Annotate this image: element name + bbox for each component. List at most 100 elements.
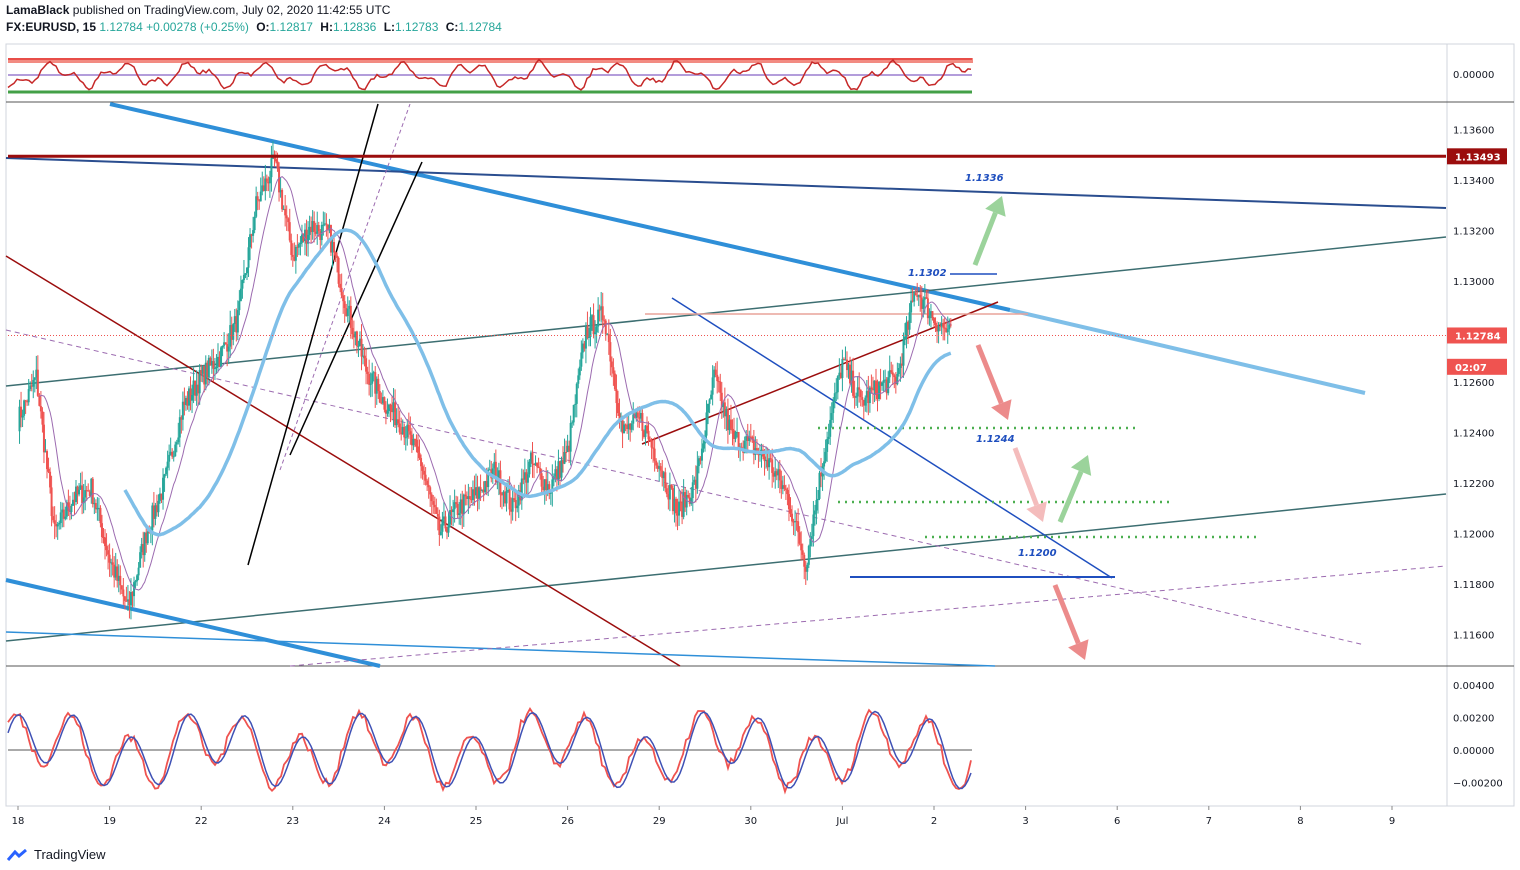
low-value: 1.12783: [395, 20, 439, 34]
candle-body: [671, 488, 674, 512]
candle-body: [36, 369, 39, 396]
candle-body: [531, 452, 534, 464]
candle-body: [178, 417, 181, 438]
candle-body: [910, 300, 913, 313]
candle-body: [220, 347, 223, 367]
candle-body: [879, 381, 882, 386]
candle-body: [192, 380, 195, 395]
candle-body: [928, 315, 931, 319]
candle-body: [667, 494, 670, 500]
candle-body: [673, 498, 676, 512]
candle-body: [940, 323, 943, 327]
candle-body: [794, 521, 797, 523]
candle-body: [181, 401, 184, 420]
candle-body: [64, 516, 67, 519]
candle-body: [534, 462, 537, 466]
candle-body: [377, 378, 380, 392]
bottom-osc-tick-label: 0.00400: [1453, 681, 1494, 692]
candle-body: [93, 502, 96, 505]
candle-body: [426, 480, 429, 485]
candle-body: [665, 488, 668, 495]
candle-body: [565, 451, 568, 453]
candle-body: [833, 393, 836, 402]
candle-body: [684, 492, 687, 508]
candle-body: [621, 419, 624, 434]
candle-body: [200, 370, 203, 374]
level-annotation: 1.1336: [965, 173, 1004, 184]
candle-body: [346, 308, 349, 317]
price-marker-label: 1.13493: [1455, 152, 1501, 163]
candle-body: [523, 472, 526, 480]
candle-body: [242, 274, 245, 281]
candle-body: [249, 234, 252, 248]
candle-body: [946, 329, 949, 333]
candle-body: [203, 365, 206, 385]
candle-body: [224, 342, 227, 345]
candle-body: [661, 470, 664, 479]
candle-body: [113, 564, 116, 578]
candle-body: [104, 537, 107, 547]
candle-body: [288, 222, 291, 241]
candle-body: [174, 444, 177, 457]
candle-body: [197, 384, 200, 394]
candle-body: [948, 324, 951, 330]
candle-body: [511, 498, 514, 512]
time-tick-label: 30: [744, 816, 757, 827]
candle-body: [597, 309, 600, 327]
candle-body: [781, 485, 784, 489]
candle-body: [162, 477, 165, 500]
candle-body: [427, 484, 430, 488]
candle-body: [204, 362, 207, 385]
candle-body: [925, 297, 928, 299]
candle-body: [107, 550, 110, 555]
candle-body: [471, 489, 474, 501]
candle-body: [430, 494, 433, 502]
candle-body: [195, 384, 198, 396]
close-label: C:: [445, 20, 459, 34]
candle-body: [659, 466, 662, 471]
candle-body: [342, 295, 345, 302]
candle-body: [365, 358, 368, 372]
dashed-rising: [289, 565, 1447, 667]
candle-body: [607, 334, 610, 343]
candle-body: [355, 331, 358, 347]
candle-body: [476, 487, 479, 499]
candle-body: [78, 489, 81, 495]
candle-body: [50, 487, 53, 517]
candle-body: [246, 267, 248, 274]
candle-body: [387, 404, 390, 412]
candle-body: [713, 369, 716, 378]
candle-body: [468, 496, 471, 500]
candle-body: [21, 415, 24, 418]
candle-body: [592, 315, 595, 335]
price-tick-label: 1.11600: [1453, 631, 1494, 642]
candle-body: [175, 442, 178, 445]
time-tick-label: 6: [1114, 816, 1120, 827]
candle-body: [275, 159, 278, 162]
candle-body: [566, 445, 569, 453]
level-annotation: 1.1244: [976, 434, 1015, 445]
candle-body: [867, 390, 870, 404]
candle-body: [676, 513, 679, 516]
candle-body: [49, 471, 52, 488]
candle-body: [520, 478, 523, 501]
candle-body: [804, 566, 807, 572]
candle-body: [264, 178, 267, 191]
candle-body: [700, 448, 703, 461]
candle-body: [609, 342, 612, 362]
time-tick-label: 24: [378, 816, 391, 827]
high-value: 1.12836: [332, 20, 377, 34]
candle-body: [184, 397, 187, 405]
candle-body: [542, 486, 545, 491]
candle-body: [328, 224, 331, 231]
candle-body: [105, 546, 108, 551]
candle-body: [39, 405, 42, 412]
candle-body: [44, 451, 47, 453]
candle-body: [81, 485, 84, 504]
candle-body: [455, 502, 458, 504]
candle-body: [844, 359, 847, 361]
candle-body: [423, 470, 426, 475]
candle-body: [479, 487, 482, 491]
candle-body: [545, 479, 548, 491]
